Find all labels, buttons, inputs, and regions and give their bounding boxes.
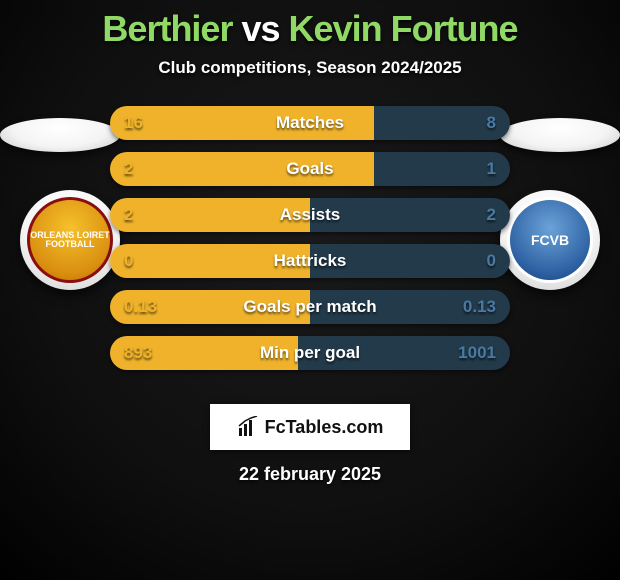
stat-value-left: 2 — [124, 159, 133, 179]
stat-value-left: 16 — [124, 113, 143, 133]
date-text: 22 february 2025 — [0, 464, 620, 485]
page-title: Berthier vs Kevin Fortune — [0, 8, 620, 50]
vs-text: vs — [241, 8, 279, 49]
stat-value-right: 0 — [487, 251, 496, 271]
team-logo-right: FCVB — [507, 197, 593, 283]
stat-label: Matches — [276, 113, 344, 133]
platform-right — [500, 118, 620, 152]
branding-box: FcTables.com — [210, 404, 410, 450]
stat-value-right: 1001 — [458, 343, 496, 363]
stat-row-goals: Goals 2 1 — [110, 152, 510, 186]
stat-row-min-per-goal: Min per goal 893 1001 — [110, 336, 510, 370]
team-badge-right: FCVB — [500, 190, 600, 290]
stat-value-left: 0 — [124, 251, 133, 271]
stat-value-left: 0.13 — [124, 297, 157, 317]
platform-left — [0, 118, 120, 152]
stat-row-hattricks: Hattricks 0 0 — [110, 244, 510, 278]
stat-value-right: 8 — [487, 113, 496, 133]
stat-label: Goals per match — [243, 297, 376, 317]
subtitle: Club competitions, Season 2024/2025 — [0, 58, 620, 78]
team-badge-left: ORLEANS LOIRET FOOTBALL — [20, 190, 120, 290]
player2-name: Kevin Fortune — [289, 8, 518, 49]
stat-value-right: 0.13 — [463, 297, 496, 317]
stat-label: Assists — [280, 205, 340, 225]
stat-value-right: 2 — [487, 205, 496, 225]
stat-label: Goals — [286, 159, 333, 179]
team-logo-left: ORLEANS LOIRET FOOTBALL — [27, 197, 113, 283]
stat-row-assists: Assists 2 2 — [110, 198, 510, 232]
stat-value-left: 2 — [124, 205, 133, 225]
branding-text: FcTables.com — [265, 417, 384, 438]
bar-left — [110, 152, 374, 186]
stat-row-goals-per-match: Goals per match 0.13 0.13 — [110, 290, 510, 324]
stat-value-left: 893 — [124, 343, 152, 363]
stat-value-right: 1 — [487, 159, 496, 179]
stat-row-matches: Matches 16 8 — [110, 106, 510, 140]
chart-icon — [237, 416, 259, 438]
comparison-arena: ORLEANS LOIRET FOOTBALL FCVB Matches 16 8 G… — [0, 106, 620, 386]
player1-name: Berthier — [102, 8, 232, 49]
stat-label: Min per goal — [260, 343, 360, 363]
stat-rows: Matches 16 8 Goals 2 1 Assists 2 2 Hattricks 0 0 Goa… — [110, 106, 510, 382]
stat-label: Hattricks — [274, 251, 347, 271]
